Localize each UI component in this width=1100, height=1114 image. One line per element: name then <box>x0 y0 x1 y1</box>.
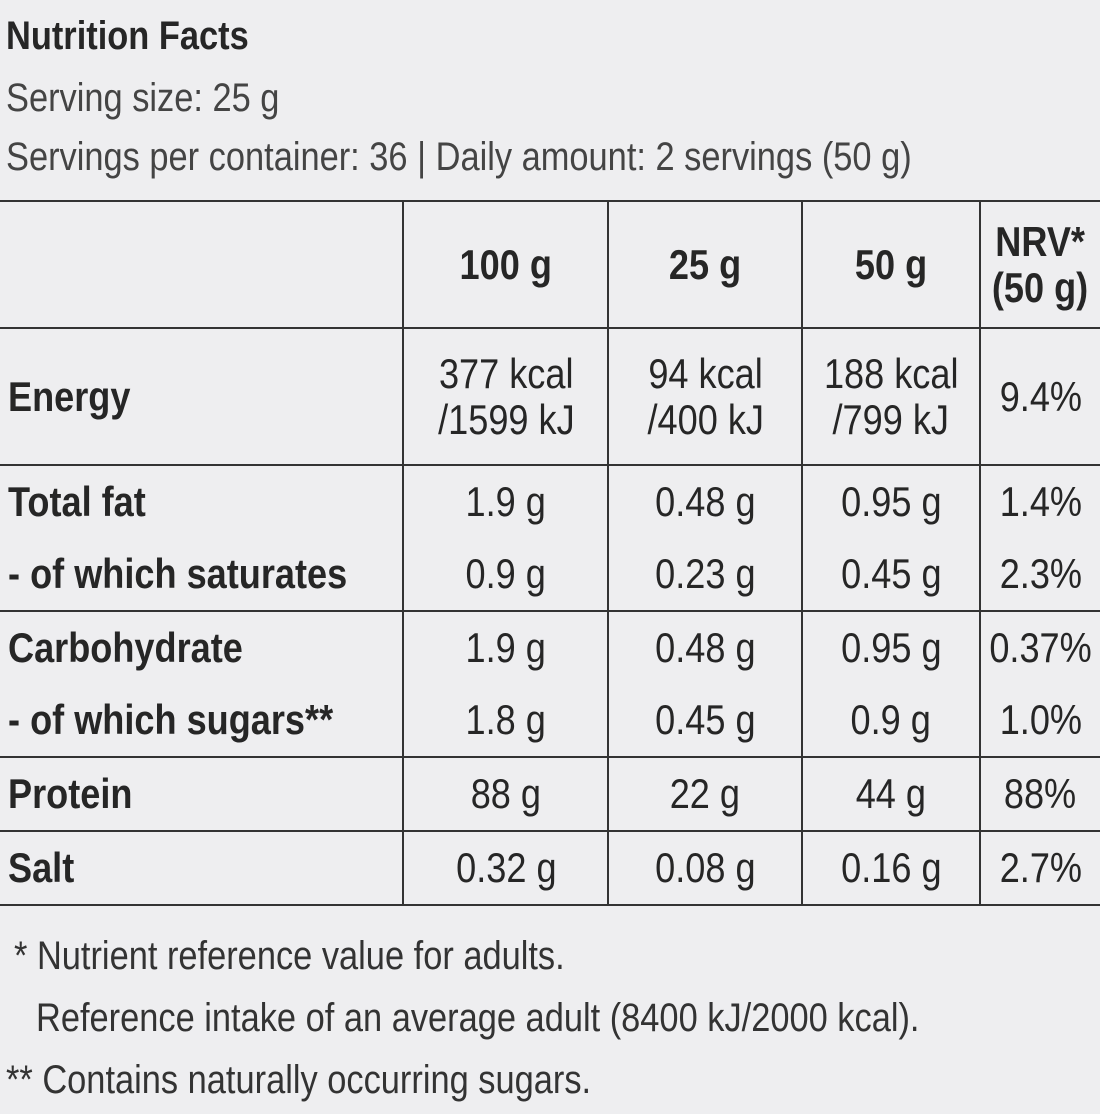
table-row: Carbohydrate 1.9 g 0.48 g 0.95 g 0.37% <box>0 610 1100 684</box>
footnote-sugars: ** Contains naturally occurring sugars. <box>6 1058 592 1102</box>
table-row: Total fat 1.9 g 0.48 g 0.95 g 1.4% <box>0 464 1100 538</box>
footnotes: * Nutrient reference value for adults. R… <box>6 925 1063 1111</box>
footnote-reference-intake: Reference intake of an average adult (84… <box>36 996 920 1040</box>
label-title: Nutrition Facts <box>6 14 249 58</box>
table-row: - of which saturates 0.9 g 0.23 g 0.45 g… <box>0 538 1100 612</box>
table-row: Salt 0.32 g 0.08 g 0.16 g 2.7% <box>0 830 1100 906</box>
nutrition-table: 100 g 25 g 50 g NRV* (50 g) Energy 377 kc… <box>0 200 1100 906</box>
header-row: 100 g 25 g 50 g NRV* (50 g) <box>0 200 1100 329</box>
serving-size: Serving size: 25 g <box>6 76 280 120</box>
table-row: - of which sugars** 1.8 g 0.45 g 0.9 g 1… <box>0 684 1100 758</box>
col-100g: 100 g <box>402 200 610 329</box>
table-row: Protein 88 g 22 g 44 g 88% <box>0 756 1100 832</box>
col-25g: 25 g <box>607 200 804 329</box>
footnote-nrv: * Nutrient reference value for adults. <box>14 934 565 978</box>
col-50g: 50 g <box>801 200 981 329</box>
table-row: Energy 377 kcal/1599 kJ 94 kcal/400 kJ 1… <box>0 327 1100 466</box>
col-nrv: NRV* (50 g) <box>978 200 1100 329</box>
servings-info: Servings per container: 36 | Daily amoun… <box>6 135 912 179</box>
